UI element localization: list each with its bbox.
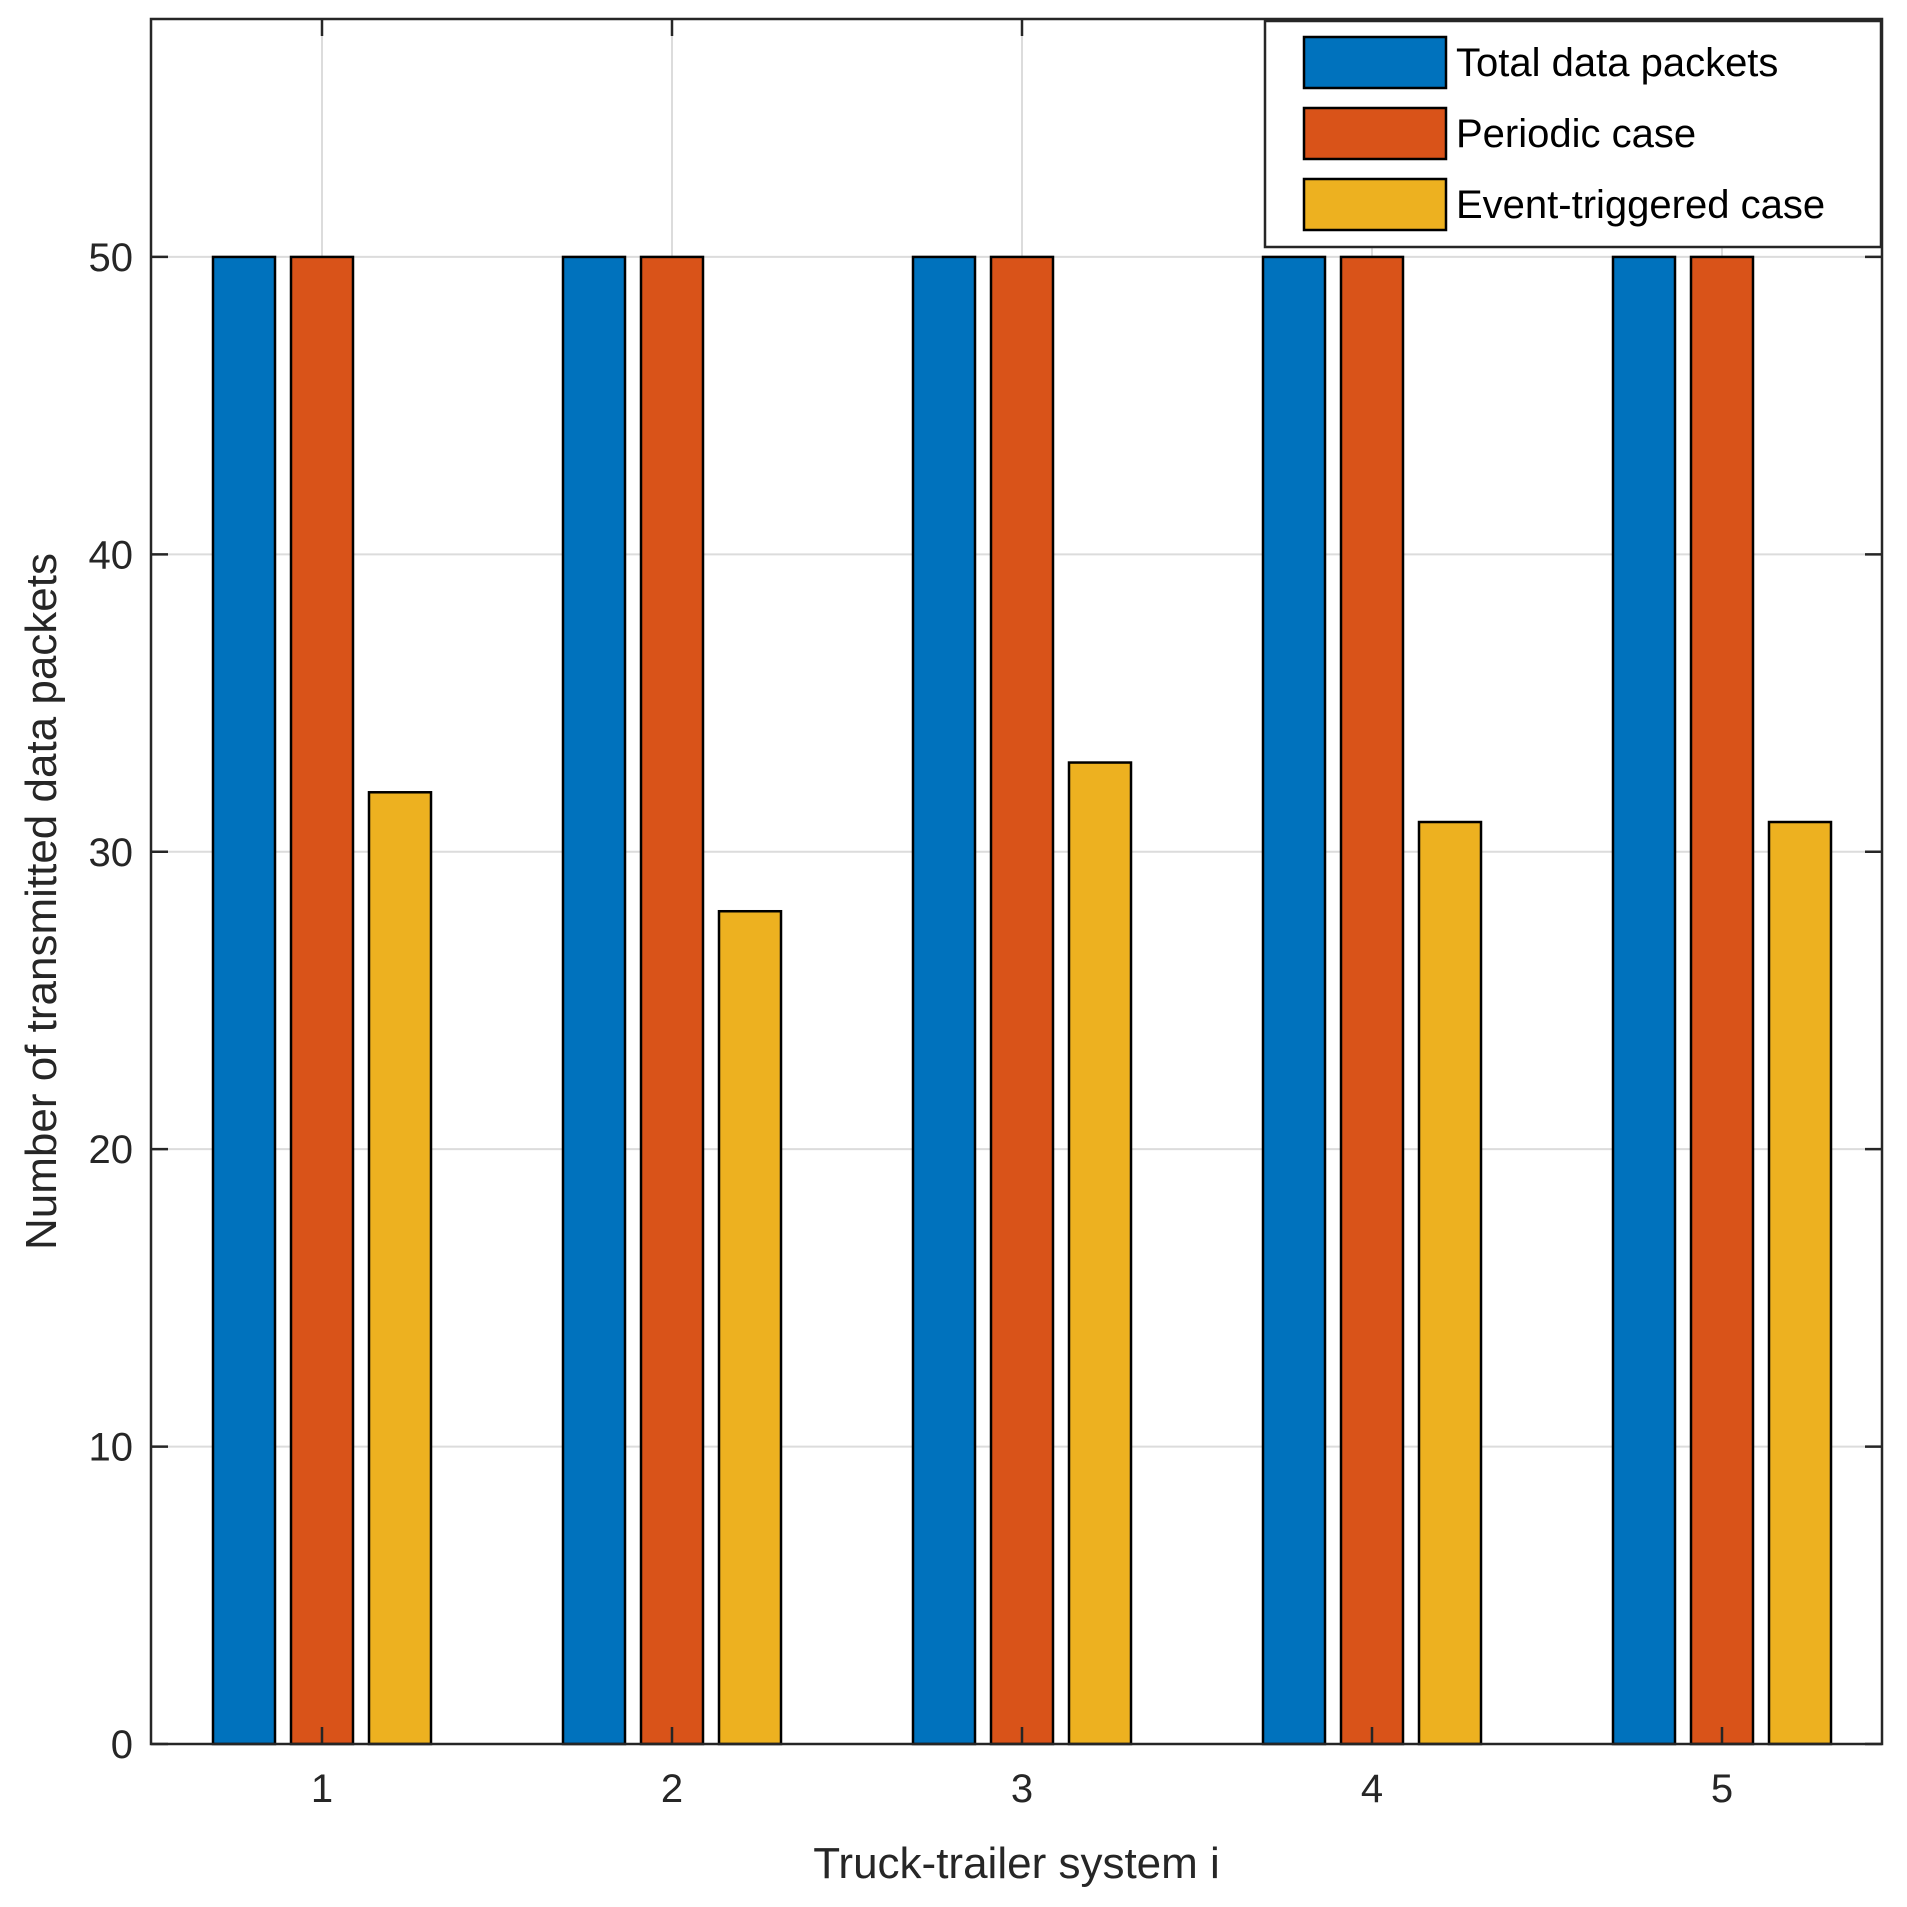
bar-2-3 (989, 255, 1055, 1746)
legend: Total data packets Periodic case Event-tri… (1263, 19, 1883, 249)
axes-box (149, 17, 1884, 1746)
y-axis-label: Number of transmitted data packets (17, 553, 66, 1250)
legend-label-2: Periodic case (1456, 112, 1696, 156)
bar-1-2 (561, 255, 627, 1746)
bar-1-5 (1611, 255, 1677, 1746)
y-tick-label: 0 (111, 1723, 133, 1767)
legend-swatch-2 (1302, 106, 1448, 161)
legend-swatch-3 (1302, 177, 1448, 232)
bar-2-1 (289, 255, 355, 1746)
bar-2-2 (639, 255, 705, 1746)
x-tick-label: 1 (311, 1767, 333, 1811)
bar-2-4 (1339, 255, 1405, 1746)
bars (211, 255, 1833, 1746)
bar-3-1 (367, 791, 433, 1746)
x-tick-label: 3 (1011, 1767, 1033, 1811)
bar-3-2 (717, 909, 783, 1746)
y-tick-label: 30 (89, 831, 134, 875)
x-tick-label: 4 (1361, 1767, 1383, 1811)
legend-swatch-1 (1302, 35, 1448, 90)
x-tick-label: 5 (1711, 1767, 1733, 1811)
legend-label-3: Event-triggered case (1456, 183, 1825, 227)
bar-1-1 (211, 255, 277, 1746)
legend-label-1: Total data packets (1456, 41, 1778, 85)
y-tick-label: 50 (89, 236, 134, 280)
bar-1-4 (1261, 255, 1327, 1746)
y-tick-label: 10 (89, 1426, 134, 1470)
bar-3-5 (1767, 820, 1833, 1746)
y-tick-label: 40 (89, 533, 134, 577)
bar-1-3 (911, 255, 977, 1746)
tick-labels: 0 10 20 30 40 50 1 2 3 4 5 (89, 236, 1734, 1811)
bar-2-5 (1689, 255, 1755, 1746)
axes (149, 17, 1884, 1746)
x-tick-label: 2 (661, 1767, 683, 1811)
bar-3-4 (1417, 820, 1483, 1746)
bar-3-3 (1067, 761, 1133, 1746)
x-axis-label: Truck-trailer system i (813, 1839, 1220, 1888)
y-tick-label: 20 (89, 1128, 134, 1172)
